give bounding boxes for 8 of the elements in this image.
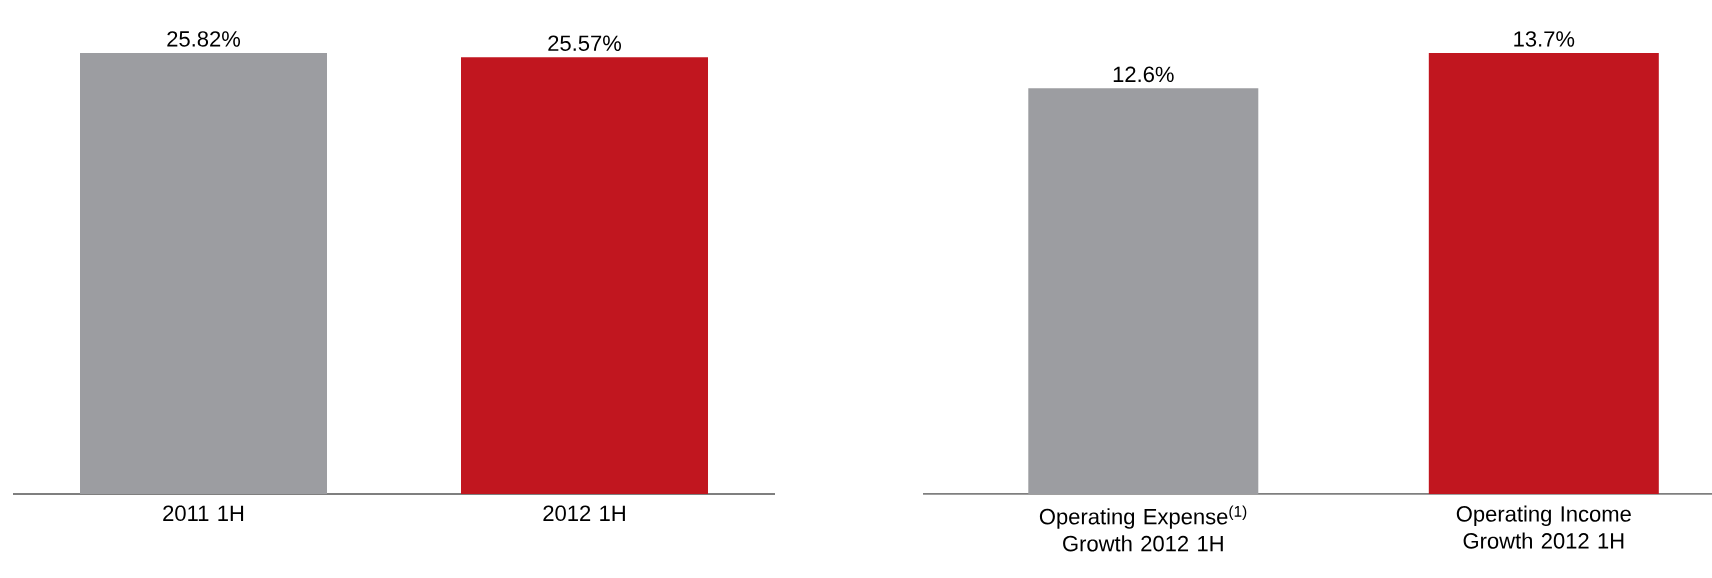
x-tick-label: Operating Income Growth 2012 1H [1456, 505, 1631, 549]
x-tick-label: 2012 1H [543, 505, 625, 522]
x-tick-label: 2011 1H [163, 505, 244, 522]
data-label: 25.82% [167, 31, 241, 47]
x-tick-label: Operating Expense$^{(1)}$ Growth 2012 1H [1039, 505, 1247, 552]
data-label: 25.57% [548, 35, 622, 51]
data-label: 12.6% [1113, 66, 1174, 83]
data-label: 13.7% [1514, 31, 1575, 47]
